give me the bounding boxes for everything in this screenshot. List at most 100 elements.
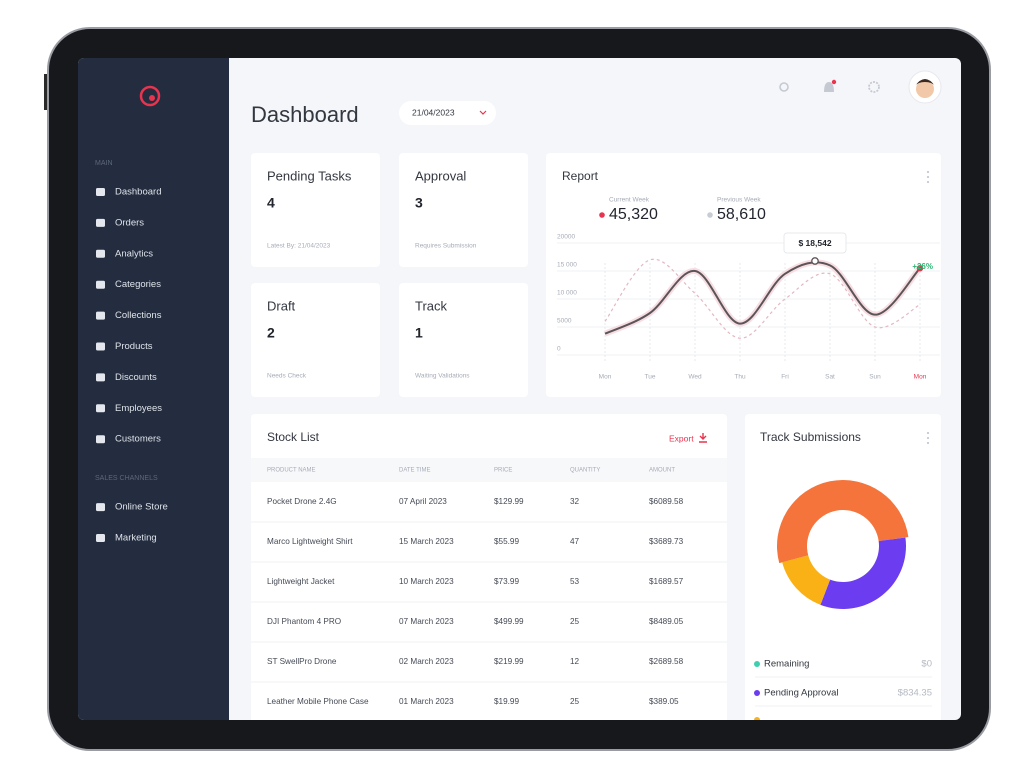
table-cell: 01 March 2023	[399, 697, 454, 706]
x-tick-label: Tue	[645, 374, 656, 381]
legend-label: Previous Week	[717, 197, 761, 204]
menu-item[interactable]: Dashboard	[115, 187, 161, 198]
y-tick-label: 10 000	[557, 290, 577, 297]
donut-segment	[820, 537, 906, 609]
menu-item[interactable]: Collections	[115, 310, 162, 321]
table-cell: 32	[570, 497, 580, 506]
menu-icon	[96, 373, 105, 382]
table-cell: $389.05	[649, 697, 679, 706]
legend-label: Pending Approval	[764, 688, 838, 699]
menu-item[interactable]: Products	[115, 341, 153, 352]
table-cell: 10 March 2023	[399, 577, 454, 586]
settings-icon[interactable]	[868, 81, 880, 93]
stat-card	[399, 283, 528, 397]
legend-value: $0	[921, 659, 932, 670]
menu-item[interactable]: Online Store	[115, 502, 168, 513]
table-cell: Pocket Drone 2.4G	[267, 497, 337, 506]
menu-icon	[96, 342, 105, 351]
column-header: PRODUCT NAME	[267, 468, 316, 474]
menu-item[interactable]: Customers	[115, 434, 161, 445]
table-cell: ST SwellPro Drone	[267, 657, 337, 666]
menu-icon	[96, 534, 105, 542]
x-tick-label: Sat	[825, 374, 835, 381]
y-tick-label: 20000	[557, 234, 575, 241]
table-cell: 25	[570, 697, 580, 706]
menu-icon	[96, 249, 105, 258]
table-cell: $19.99	[494, 697, 519, 706]
change: +26%	[912, 262, 933, 271]
menu-dots[interactable]	[926, 431, 930, 445]
tooltip-text: $ 18,542	[798, 238, 831, 248]
table-cell: 12	[570, 657, 580, 666]
series-line	[604, 258, 921, 339]
y-tick-label: 15 000	[557, 262, 577, 269]
menu-item[interactable]: Categories	[115, 279, 161, 290]
series-line	[604, 261, 921, 335]
card-note: Latest By: 21/04/2023	[267, 243, 331, 250]
x-tick-label: Thu	[734, 374, 746, 381]
table-cell: $499.99	[494, 617, 524, 626]
stock-panel	[251, 414, 727, 720]
table-cell: $8489.05	[649, 617, 684, 626]
menu-item[interactable]: Analytics	[115, 248, 153, 259]
table-cell: 15 March 2023	[399, 537, 454, 546]
table-cell: 47	[570, 537, 580, 546]
legend-value: 45,320	[609, 206, 658, 223]
legend-dot	[599, 212, 605, 218]
table-cell: 02 March 2023	[399, 657, 454, 666]
card-note: Waiting Validations	[415, 373, 470, 380]
table-cell: $6089.58	[649, 497, 684, 506]
menu-item[interactable]: Discounts	[115, 372, 157, 383]
report-title: Report	[562, 169, 599, 183]
table-cell: Marco Lightweight Shirt	[267, 537, 353, 546]
menu-item[interactable]: Orders	[115, 217, 144, 228]
menu-dots[interactable]	[926, 170, 930, 184]
menu-icon	[96, 280, 105, 289]
page-title: Dashboard	[251, 102, 359, 127]
bell-icon[interactable]	[824, 82, 834, 92]
table-cell: DJI Phantom 4 PRO	[267, 617, 341, 626]
menu-icon	[96, 218, 105, 227]
table-cell: Leather Mobile Phone Case	[267, 697, 369, 706]
sidebar	[78, 58, 229, 720]
section-title: MAIN	[95, 160, 113, 167]
menu-icon	[96, 435, 105, 444]
column-header: AMOUNT	[649, 468, 675, 474]
legend-label: Remaining	[764, 659, 809, 670]
table-cell: 07 April 2023	[399, 497, 447, 506]
menu-item[interactable]: Marketing	[115, 533, 157, 544]
table-cell: $2689.58	[649, 657, 684, 666]
stock-title: Stock List	[267, 430, 320, 444]
donut-segment	[777, 479, 909, 564]
submissions-panel	[745, 414, 941, 720]
report-panel	[546, 153, 941, 397]
card-title: Draft	[267, 298, 296, 313]
table-cell: 07 March 2023	[399, 617, 454, 626]
table-cell: Lightweight Jacket	[267, 577, 335, 586]
search-icon[interactable]	[779, 82, 789, 92]
side-button	[44, 74, 48, 110]
menu-item[interactable]: Employees	[115, 403, 162, 414]
chevron	[479, 110, 487, 115]
notification-dot	[831, 79, 837, 85]
export-button[interactable]: Export	[669, 433, 694, 443]
avatar[interactable]	[908, 70, 942, 104]
stat-card	[251, 153, 380, 267]
x-tick-label: Fri	[781, 374, 789, 381]
table-cell: $3689.73	[649, 537, 684, 546]
x-tick-label: Mon	[599, 374, 612, 381]
date-picker[interactable]	[399, 101, 496, 125]
logo	[139, 85, 161, 107]
last-point	[916, 265, 924, 272]
donut-segment	[782, 555, 831, 605]
screen: MAIN Dashboard Orders Analytics Categories Co…	[78, 58, 961, 720]
tooltip	[783, 232, 847, 254]
column-header: QUANTITY	[570, 468, 600, 474]
menu-icon	[96, 404, 105, 413]
table-header-bg	[251, 458, 727, 482]
section-title: SALES CHANNELS	[95, 475, 158, 482]
legend-value: 58,610	[717, 206, 766, 223]
card-title: Track	[415, 298, 448, 313]
